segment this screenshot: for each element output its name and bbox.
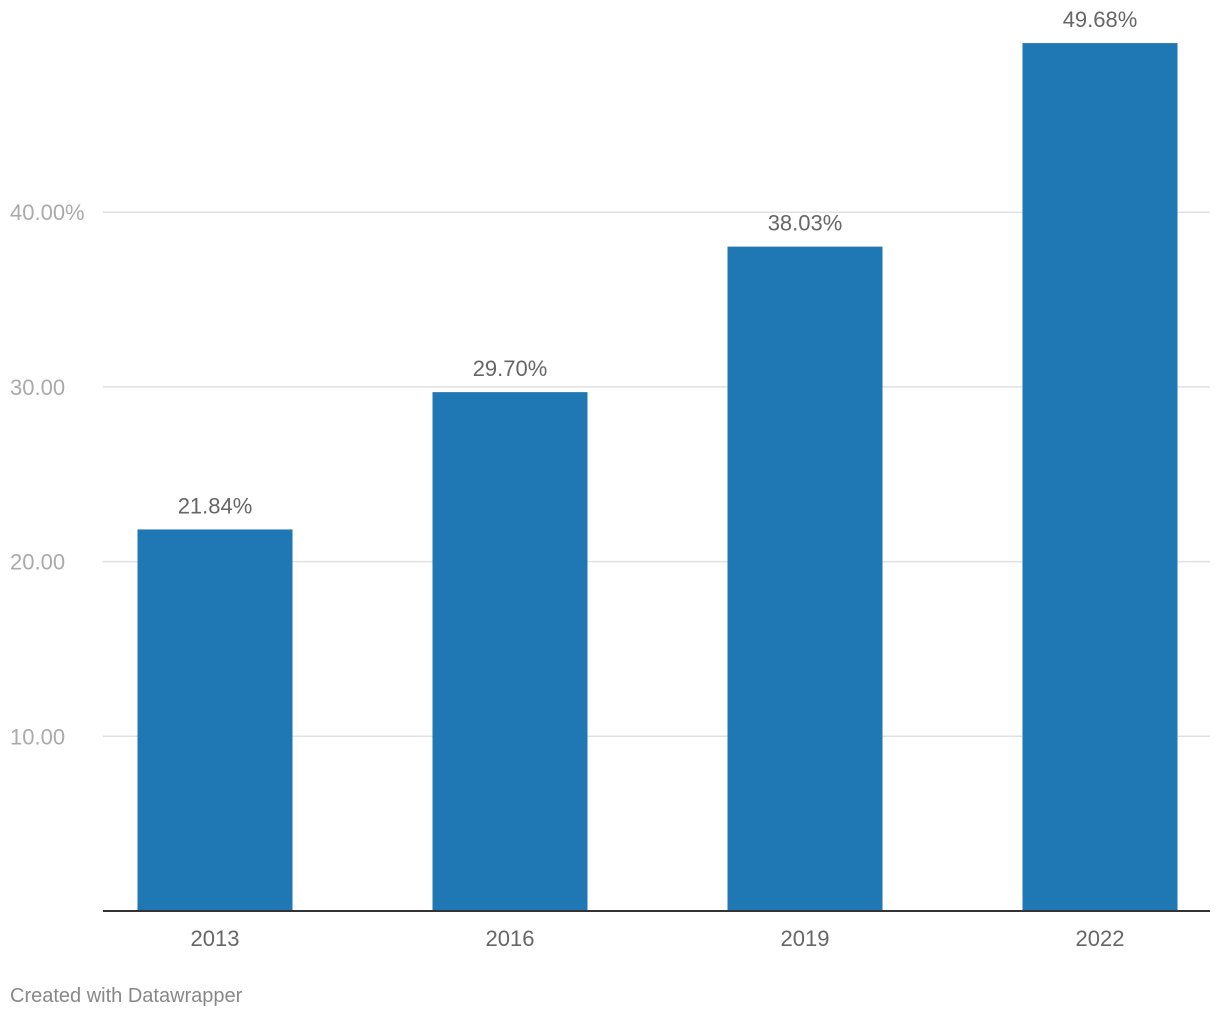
bar-2016 (432, 392, 588, 911)
data-labels: 21.84% 29.70% 38.03% 49.68% (178, 7, 1138, 518)
x-tick-label: 2016 (486, 926, 535, 951)
data-label: 29.70% (473, 356, 548, 381)
x-axis-tick-labels: 2013 2016 2019 2022 (191, 926, 1125, 951)
x-tick-label: 2019 (781, 926, 830, 951)
y-axis-tick-labels: 10.00 20.00 30.00 40.00% (10, 200, 85, 749)
y-tick-label: 20.00 (10, 550, 65, 575)
bars (137, 43, 1178, 912)
y-tick-label: 30.00 (10, 375, 65, 400)
y-tick-label: 10.00 (10, 724, 65, 749)
y-tick-label: 40.00% (10, 200, 85, 225)
bar-2019 (727, 246, 883, 911)
x-tick-label: 2013 (191, 926, 240, 951)
data-label: 49.68% (1063, 7, 1138, 32)
data-label: 21.84% (178, 493, 253, 518)
credit-text: Created with Datawrapper (10, 985, 243, 1007)
bar-2013 (137, 529, 293, 911)
x-tick-label: 2022 (1076, 926, 1125, 951)
data-label: 38.03% (768, 211, 843, 236)
bar-2022 (1022, 43, 1178, 912)
